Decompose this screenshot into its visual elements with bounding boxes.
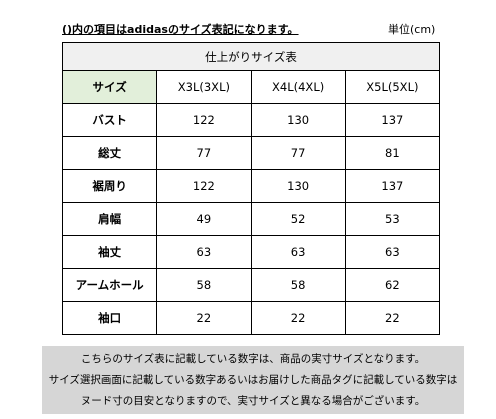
cell-value: 122 (156, 169, 252, 203)
cell-value: 77 (156, 136, 252, 170)
size-note: ()内の項目はadidasのサイズ表記になります。 (62, 23, 299, 36)
cell-value: 81 (344, 136, 441, 170)
size-row: 袖丈 63 63 63 (61, 235, 441, 269)
cell-value: 53 (344, 202, 441, 236)
size-row: アームホール 58 58 62 (61, 268, 441, 302)
cell-value: 22 (156, 301, 252, 335)
cell-value: 62 (344, 268, 441, 302)
row-label: 肩幅 (61, 202, 158, 236)
cell-value: 63 (156, 235, 252, 269)
unit-label: 単位(cm) (388, 23, 436, 36)
size-row: バスト 122 130 137 (61, 103, 441, 137)
footer-line: ヌード寸の目安となりますので、実寸サイズと異なる場合がございます。 (80, 395, 426, 407)
cell-value: 63 (344, 235, 441, 269)
cell-value: 49 (156, 202, 252, 236)
cell-value: 58 (250, 268, 346, 302)
row-label: 裾周り (61, 169, 158, 203)
cell-value: 130 (250, 169, 346, 203)
row-label: 袖口 (61, 301, 158, 335)
size-row: 肩幅 49 52 53 (61, 202, 441, 236)
row-label: 袖丈 (61, 235, 158, 269)
table-title: 仕上がりサイズ表 (62, 42, 440, 71)
size-row: 袖口 22 22 22 (61, 301, 441, 335)
row-label: バスト (61, 103, 158, 137)
footer-line: こちらのサイズ表に記載している数字は、商品の実寸サイズとなります。 (80, 353, 426, 365)
size-row: 裾周り 122 130 137 (61, 169, 441, 203)
cell-value: 22 (344, 301, 441, 335)
cell-value: 58 (156, 268, 252, 302)
footer-note: こちらのサイズ表に記載している数字は、商品の実寸サイズとなります。サイズ選択画面… (42, 346, 464, 414)
size-table: 仕上がりサイズ表 サイズ X3L(3XL) X4L(4XL) X5L(5XL) バスト 12… (61, 42, 441, 335)
column-header: X5L(5XL) (344, 70, 441, 104)
size-row: 総丈 77 77 81 (61, 136, 441, 170)
footer-line: サイズ選択画面に記載している数字あるいはお届けした商品タグに記載している数字は (48, 374, 458, 386)
cell-value: 22 (250, 301, 346, 335)
cell-value: 137 (344, 103, 441, 137)
cell-value: 77 (250, 136, 346, 170)
column-header: X4L(4XL) (250, 70, 346, 104)
column-header: サイズ (61, 70, 158, 104)
cell-value: 130 (250, 103, 346, 137)
column-header: X3L(3XL) (156, 70, 252, 104)
header-row: サイズ X3L(3XL) X4L(4XL) X5L(5XL) (61, 70, 441, 104)
cell-value: 137 (344, 169, 441, 203)
title-row: 仕上がりサイズ表 (62, 42, 440, 71)
cell-value: 122 (156, 103, 252, 137)
cell-value: 52 (250, 202, 346, 236)
row-label: 総丈 (61, 136, 158, 170)
row-label: アームホール (61, 268, 158, 302)
cell-value: 63 (250, 235, 346, 269)
